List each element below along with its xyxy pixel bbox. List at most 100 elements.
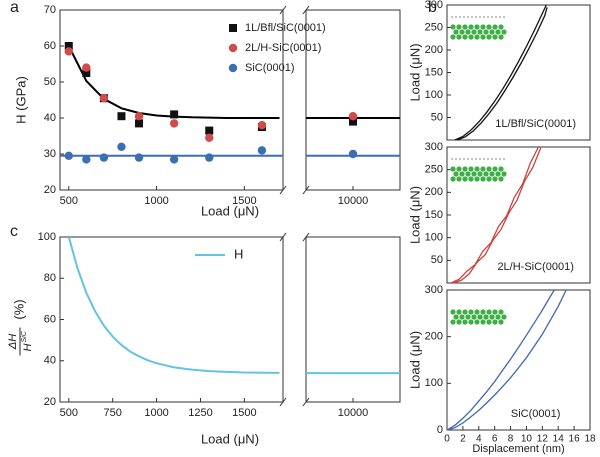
axis-frame bbox=[446, 289, 591, 431]
y-tick-label: 0 bbox=[437, 424, 443, 436]
atomic-structure-inset bbox=[498, 309, 504, 315]
y-tick-label: 70 bbox=[44, 4, 56, 16]
atomic-structure-inset bbox=[486, 319, 492, 325]
data-point bbox=[134, 153, 144, 162]
atomic-structure-inset bbox=[453, 29, 459, 35]
axis-break bbox=[279, 185, 287, 195]
atomic-structure-inset bbox=[468, 34, 474, 40]
atomic-structure-inset bbox=[480, 319, 486, 325]
atomic-structure-inset bbox=[483, 314, 489, 320]
y-tick-label: 200 bbox=[425, 44, 443, 56]
axis-break bbox=[302, 397, 310, 407]
atomic-structure-inset bbox=[456, 309, 462, 315]
x-tick-label: 4 bbox=[476, 434, 482, 445]
atomic-structure-inset bbox=[468, 176, 474, 182]
atomic-structure-inset bbox=[498, 176, 504, 182]
data-point bbox=[99, 153, 109, 162]
y-tick-label: 200 bbox=[425, 186, 443, 198]
axis-frame bbox=[305, 236, 401, 403]
legend-marker bbox=[229, 24, 237, 32]
atomic-structure-inset bbox=[498, 34, 504, 40]
atomic-structure-inset bbox=[495, 29, 501, 35]
atomic-structure-inset bbox=[486, 34, 492, 40]
data-line bbox=[453, 147, 542, 284]
data-point bbox=[64, 42, 73, 50]
atomic-structure-inset bbox=[480, 166, 486, 172]
atomic-structure-inset bbox=[486, 176, 492, 182]
axis-frame bbox=[305, 9, 401, 191]
x-tick-label: 1250 bbox=[188, 407, 212, 419]
y-axis-label: Load (μN) bbox=[407, 186, 422, 244]
atomic-structure-inset bbox=[456, 24, 462, 30]
data-point bbox=[205, 133, 214, 142]
atomic-structure-inset bbox=[501, 29, 507, 35]
atomic-structure-inset bbox=[450, 24, 456, 30]
data-line bbox=[450, 146, 539, 284]
panel-label: b bbox=[428, 0, 437, 16]
data-point bbox=[82, 63, 91, 72]
legend-label: H bbox=[234, 246, 243, 261]
curve-label: 1L/Bfl/SiC(0001) bbox=[495, 118, 576, 130]
atomic-structure-inset bbox=[474, 309, 480, 315]
data-point bbox=[82, 69, 91, 77]
data-point bbox=[257, 146, 267, 155]
x-tick-label: 500 bbox=[60, 195, 78, 207]
x-tick-label: 12 bbox=[537, 434, 549, 445]
legend-marker bbox=[228, 63, 238, 73]
data-line bbox=[446, 289, 555, 431]
y-tick-label: 150 bbox=[425, 209, 443, 221]
y-tick-label: 100 bbox=[425, 232, 443, 244]
atomic-structure-inset bbox=[456, 319, 462, 325]
atomic-structure-inset bbox=[498, 24, 504, 30]
atomic-structure-inset bbox=[501, 171, 507, 177]
atomic-structure-inset bbox=[462, 34, 468, 40]
data-point bbox=[82, 155, 91, 164]
x-tick-label: 6 bbox=[492, 434, 498, 445]
atomic-structure-inset bbox=[465, 29, 471, 35]
y-tick-label: 250 bbox=[425, 164, 443, 176]
y-tick-label: 20 bbox=[44, 184, 56, 196]
data-line bbox=[457, 7, 548, 141]
y-axis-label: H (GPa) bbox=[13, 76, 28, 124]
atomic-structure-inset bbox=[450, 176, 456, 182]
y-label-denominator: H bbox=[22, 343, 34, 351]
atomic-structure-inset bbox=[477, 29, 483, 35]
atomic-structure-inset bbox=[501, 314, 507, 320]
x-tick-label: 16 bbox=[569, 434, 581, 445]
legend-label: SiC(0001) bbox=[245, 62, 295, 74]
atomic-structure-inset bbox=[474, 166, 480, 172]
atomic-structure-inset bbox=[456, 176, 462, 182]
x-tick-label: 750 bbox=[103, 407, 121, 419]
axis-break bbox=[279, 232, 287, 242]
y-tick-label: 20 bbox=[44, 396, 56, 408]
curve-label: SiC(0001) bbox=[511, 408, 561, 420]
x-tick-label: 1500 bbox=[232, 407, 256, 419]
atomic-structure-inset bbox=[483, 29, 489, 35]
x-tick-label: 10000 bbox=[338, 407, 369, 419]
data-point bbox=[348, 149, 358, 159]
atomic-structure-inset bbox=[462, 319, 468, 325]
x-axis-label: Displacement (nm) bbox=[472, 443, 564, 455]
atomic-structure-inset bbox=[492, 319, 498, 325]
y-tick-label: 100 bbox=[38, 231, 56, 243]
atomic-structure-inset bbox=[474, 319, 480, 325]
y-tick-label: 300 bbox=[425, 141, 443, 153]
data-point bbox=[117, 142, 126, 151]
atomic-structure-inset bbox=[462, 309, 468, 315]
atomic-structure-inset bbox=[450, 319, 456, 325]
y-tick-label: 150 bbox=[425, 66, 443, 78]
x-tick-label: 8 bbox=[508, 434, 514, 445]
atomic-structure-inset bbox=[489, 171, 495, 177]
y-label-unit: (%) bbox=[11, 299, 26, 319]
atomic-structure-inset bbox=[459, 314, 465, 320]
atomic-structure-inset bbox=[453, 314, 459, 320]
atomic-structure-inset bbox=[453, 171, 459, 177]
x-tick-label: 1000 bbox=[144, 407, 168, 419]
x-tick-label: 1500 bbox=[232, 195, 256, 207]
legend-label: 2L/H-SiC(0001) bbox=[245, 42, 321, 54]
atomic-structure-inset bbox=[492, 24, 498, 30]
data-point bbox=[349, 117, 357, 126]
atomic-structure-inset bbox=[459, 29, 465, 35]
y-tick-label: 60 bbox=[44, 313, 56, 325]
